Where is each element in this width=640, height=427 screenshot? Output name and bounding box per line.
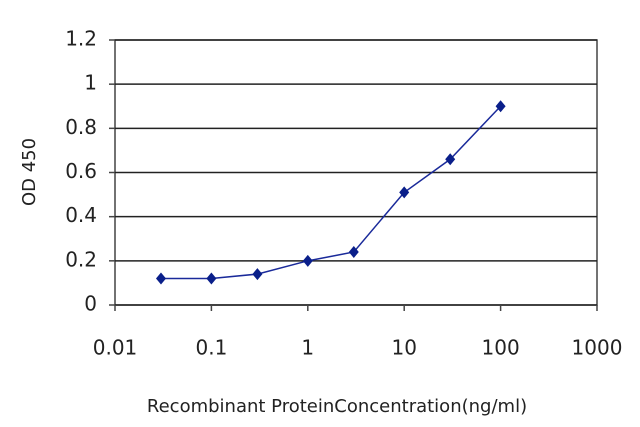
data-point [445, 153, 456, 166]
x-tick-label: 1 [301, 336, 314, 360]
data-point [252, 268, 263, 281]
data-point [155, 272, 166, 285]
y-axis-label: OD 450 [19, 138, 40, 206]
x-tick-label: 100 [482, 336, 520, 360]
data-point [206, 272, 217, 285]
y-tick-label: 0.6 [65, 159, 97, 183]
x-tick-label: 1000 [572, 336, 623, 360]
y-tick-label: 1.2 [65, 27, 97, 51]
x-axis-label: Recombinant ProteinConcentration(ng/ml) [147, 396, 527, 417]
data-point [302, 254, 313, 267]
y-tick-label: 0.8 [65, 115, 97, 139]
y-tick-label: 0.4 [65, 203, 97, 227]
x-tick-label: 0.1 [195, 336, 227, 360]
data-point [348, 246, 359, 258]
y-tick-label: 0 [84, 292, 97, 316]
y-tick-label: 1 [84, 71, 97, 95]
y-tick-label: 0.2 [65, 247, 97, 271]
data-point [495, 100, 506, 113]
x-tick-label: 0.01 [93, 336, 138, 360]
x-tick-label: 10 [391, 336, 416, 360]
data-line [160, 105, 502, 280]
data-point [399, 186, 410, 199]
